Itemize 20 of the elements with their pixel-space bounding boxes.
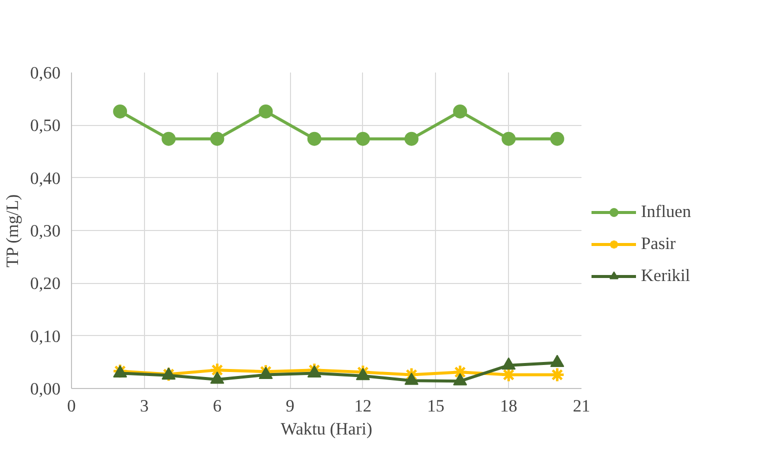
- x-axis-title: Waktu (Hari): [280, 420, 372, 438]
- x-tick-label: 12: [354, 396, 372, 416]
- x-tick-label: 21: [572, 396, 590, 416]
- x-tick-label: 0: [67, 396, 76, 416]
- x-tick-label: 18: [500, 396, 518, 416]
- x-tick-label: 15: [427, 396, 444, 416]
- y-tick-label: 0,50: [30, 116, 61, 136]
- y-tick-label: 0,40: [30, 168, 61, 188]
- x-tick-label: 6: [212, 396, 222, 416]
- legend-label: Kerikil: [641, 266, 690, 286]
- y-tick-label: 0,00: [30, 380, 61, 398]
- legend-label: Pasir: [641, 234, 676, 254]
- x-tick-label: 9: [286, 396, 294, 416]
- y-tick-label: 0,20: [30, 274, 61, 294]
- legend-label: Influen: [641, 202, 692, 222]
- x-tick-label: 3: [140, 396, 149, 416]
- y-axis-title: TP (mg/L): [3, 194, 22, 268]
- y-tick-label: 0,30: [30, 222, 61, 240]
- y-tick-label: 0,60: [30, 64, 61, 82]
- y-tick-label: 0,10: [30, 326, 61, 346]
